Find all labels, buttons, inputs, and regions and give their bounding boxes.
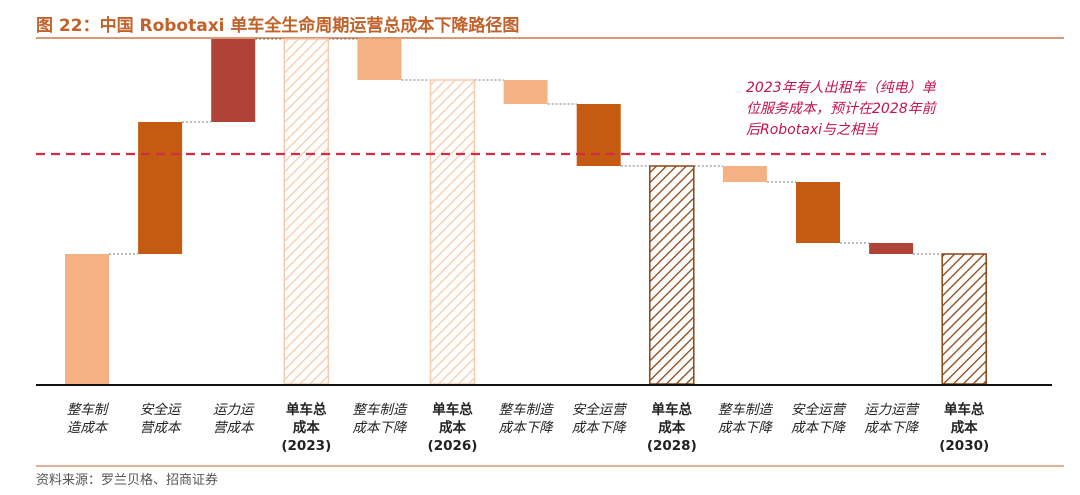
bar-6	[429, 79, 476, 385]
tick-label-1-line-2: 造成本	[67, 420, 109, 436]
tick-label-10-line-2: 成本下降	[718, 420, 773, 436]
bar-8	[576, 104, 621, 166]
annotation-line-1: 2023年有人出租车（纯电）单	[746, 80, 937, 96]
bar-2	[138, 122, 183, 254]
tick-label-8-line-2: 成本下降	[572, 420, 627, 436]
tick-label-2-line-1: 安全运	[140, 402, 182, 418]
category-labels: 整车制造成本安全运营成本运力运营成本单车总成本(2023)整车制造成本下降单车总…	[67, 401, 989, 454]
source-note: 资料来源：罗兰贝格、招商证券	[36, 472, 218, 488]
tick-label-13-line-1: 单车总	[944, 401, 985, 418]
bar-7	[503, 80, 548, 104]
tick-label-12-line-1: 运力运营	[864, 402, 920, 418]
chart-title: 图 22：中国 Robotaxi 单车全生命周期运营总成本下降路径图	[36, 15, 519, 36]
tick-label-1-line-1: 整车制	[67, 402, 110, 418]
annotation-line-2: 位服务成本，预计在2028年前	[746, 101, 938, 117]
bar-5	[357, 39, 402, 80]
tick-label-11-line-2: 成本下降	[791, 420, 846, 436]
tick-label-9-line-3: (2028)	[647, 438, 697, 454]
tick-label-7-line-1: 整车制造	[499, 402, 554, 418]
tick-label-6-line-2: 成本	[439, 419, 466, 436]
tick-label-5-line-1: 整车制造	[352, 402, 407, 418]
tick-label-5-line-2: 成本下降	[352, 420, 407, 436]
tick-label-12-line-2: 成本下降	[864, 420, 919, 436]
annotation-line-3: 后Robotaxi与之相当	[746, 122, 880, 138]
tick-label-13-line-2: 成本	[951, 419, 978, 436]
bars	[65, 38, 987, 385]
bar-3	[211, 39, 256, 122]
tick-label-6-line-3: (2026)	[428, 438, 478, 454]
tick-label-3-line-2: 营成本	[213, 420, 255, 436]
tick-label-3-line-1: 运力运	[213, 402, 255, 418]
bar-12	[869, 243, 914, 254]
tick-label-4-line-1: 单车总	[286, 401, 327, 418]
tick-label-7-line-2: 成本下降	[499, 420, 554, 436]
tick-label-10-line-1: 整车制造	[718, 402, 773, 418]
bar-11	[796, 182, 840, 243]
connector-lines	[109, 38, 943, 255]
bar-9	[649, 165, 695, 385]
tick-label-8-line-1: 安全运营	[572, 402, 628, 418]
bar-10	[722, 166, 767, 182]
bar-4	[283, 38, 330, 385]
tick-label-13-line-3: (2030)	[939, 438, 989, 454]
tick-label-9-line-1: 单车总	[652, 401, 693, 418]
bar-13	[941, 253, 987, 385]
tick-label-9-line-2: 成本	[658, 419, 685, 436]
bar-1	[65, 254, 109, 384]
tick-label-4-line-2: 成本	[293, 419, 320, 436]
tick-label-6-line-1: 单车总	[432, 401, 473, 418]
tick-label-2-line-2: 营成本	[140, 420, 182, 436]
tick-label-11-line-1: 安全运营	[791, 402, 847, 418]
tick-label-4-line-3: (2023)	[281, 438, 331, 454]
